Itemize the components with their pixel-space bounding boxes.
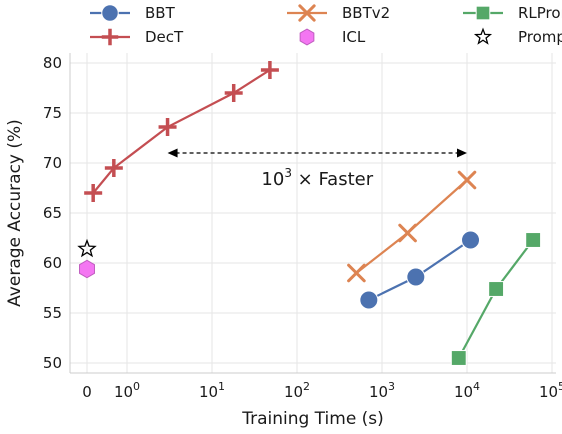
y-tick-label: 60 (43, 254, 62, 272)
y-tick-label: 55 (43, 304, 62, 322)
point-prompt (77, 238, 97, 258)
point-bbt (461, 230, 481, 250)
legend: BBT BBTv2 RLPrompt DecT ICL Prompt (90, 4, 562, 46)
series-icl (79, 259, 95, 279)
axes: 50 55 60 65 70 75 80 0 100 101 102 103 104 105 (43, 53, 562, 401)
legend-item-rlprompt: RLPrompt (463, 4, 562, 22)
x-tick-label: 0 (82, 383, 92, 401)
x-tick-label: 102 (284, 380, 310, 401)
legend-marker-bbtv2 (298, 4, 316, 22)
point-bbt (359, 290, 379, 310)
faster-arrow-head-left (167, 148, 178, 158)
annotation: 103 × Faster (167, 148, 467, 190)
point-rlprompt (450, 350, 467, 366)
legend-label-bbtv2: BBTv2 (342, 4, 390, 22)
legend-item-dect: DecT (90, 28, 184, 46)
legend-item-bbt: BBT (90, 4, 176, 22)
series-prompt (77, 238, 97, 258)
y-tick-label: 50 (43, 354, 62, 372)
point-dect (158, 118, 177, 136)
point-rlprompt (525, 232, 542, 248)
point-bbtv2 (347, 263, 366, 283)
y-axis-label: Average Accuracy (%) (5, 119, 25, 307)
legend-label-prompt: Prompt (518, 28, 562, 46)
x-axis-label: Training Time (s) (241, 409, 384, 429)
faster-annotation-text: 103 × Faster (261, 166, 373, 190)
x-tick-label: 104 (454, 380, 480, 401)
point-bbtv2 (457, 170, 477, 190)
legend-label-icl: ICL (342, 28, 366, 46)
legend-marker-bbt (101, 4, 119, 22)
legend-label-bbt: BBT (145, 4, 176, 22)
legend-item-icl: ICL (299, 28, 366, 46)
series-rlprompt (450, 232, 542, 366)
point-rlprompt (488, 281, 505, 297)
y-tick-label: 70 (43, 154, 62, 172)
point-bbtv2 (398, 223, 417, 243)
point-dect (84, 184, 103, 202)
series-bbt (359, 230, 481, 310)
series-bbtv2 (347, 170, 477, 283)
x-tick-label: 100 (114, 380, 140, 401)
legend-marker-prompt (473, 27, 493, 45)
grid (70, 53, 556, 373)
legend-marker-dect (101, 28, 119, 46)
y-tick-label: 80 (43, 54, 62, 72)
legend-marker-icl (299, 28, 315, 46)
x-tick-label: 101 (199, 380, 225, 401)
point-dect (260, 61, 279, 79)
legend-item-bbtv2: BBTv2 (287, 4, 390, 22)
series-dect (84, 61, 279, 202)
point-dect (104, 159, 123, 177)
legend-label-rlprompt: RLPrompt (518, 4, 562, 22)
point-bbt (406, 267, 426, 287)
x-tick-label: 105 (539, 380, 562, 401)
legend-marker-rlprompt (475, 5, 491, 21)
x-tick-label: 103 (369, 380, 395, 401)
y-tick-label: 75 (43, 104, 62, 122)
legend-label-dect: DecT (145, 28, 184, 46)
point-dect (224, 84, 243, 102)
series-layer (77, 61, 542, 366)
faster-arrow-head-right (457, 148, 467, 158)
legend-item-prompt: Prompt (473, 27, 562, 46)
y-tick-label: 65 (43, 204, 62, 222)
point-icl (79, 259, 95, 279)
